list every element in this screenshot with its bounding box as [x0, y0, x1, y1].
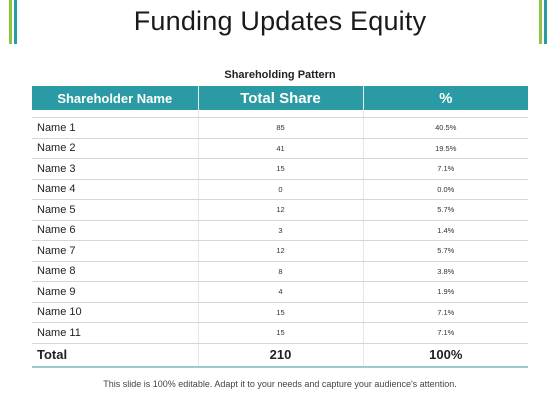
total-share-cell: 8 [198, 261, 364, 282]
percent-cell: 5.7% [363, 240, 528, 262]
shareholder-name-cell: Name 1 [32, 117, 199, 139]
percent-cell: 1.9% [363, 281, 528, 303]
total-share-cell: 41 [198, 138, 364, 159]
shareholder-name-cell: Name 7 [32, 240, 199, 262]
total-share-cell: 0 [198, 179, 364, 200]
percent-cell: 1.4% [363, 220, 528, 241]
percent-cell: 7.1% [363, 322, 528, 344]
shareholder-name-cell: Name 4 [32, 179, 199, 200]
accent-bar-left-green [9, 0, 12, 44]
total-share-value: 210 [198, 343, 364, 368]
percent-cell: 3.8% [363, 261, 528, 282]
table-row: Name 1 85 40.5% [32, 117, 528, 139]
shareholder-name-cell: Name 2 [32, 138, 199, 159]
header-percent: % [363, 86, 528, 110]
percent-cell: 5.7% [363, 199, 528, 221]
shareholder-name-cell: Name 11 [32, 322, 199, 344]
total-percent-value: 100% [363, 343, 528, 368]
table-row: Name 9 4 1.9% [32, 281, 528, 303]
total-share-cell: 3 [198, 220, 364, 241]
accent-bar-left-teal [14, 0, 17, 44]
table-row: Name 3 15 7.1% [32, 158, 528, 180]
shareholder-name-cell: Name 9 [32, 281, 199, 303]
shareholder-name-cell: Name 10 [32, 302, 199, 323]
percent-cell: 7.1% [363, 302, 528, 323]
shareholder-name-cell: Name 8 [32, 261, 199, 282]
slide-title: Funding Updates Equity [133, 6, 427, 36]
slide-footnote: This slide is 100% editable. Adapt it to… [103, 379, 457, 389]
total-share-cell: 15 [198, 302, 364, 323]
total-share-cell: 85 [198, 117, 364, 139]
table-row: Name 2 41 19.5% [32, 138, 528, 159]
header-total-share: Total Share [198, 86, 364, 110]
header-shareholder-name: Shareholder Name [32, 86, 199, 110]
shareholder-name-cell: Name 3 [32, 158, 199, 180]
table-row: Name 8 8 3.8% [32, 261, 528, 282]
total-share-cell: 15 [198, 322, 364, 344]
table-row: Name 11 15 7.1% [32, 322, 528, 344]
total-share-cell: 15 [198, 158, 364, 180]
table-row: Name 5 12 5.7% [32, 199, 528, 221]
percent-cell: 7.1% [363, 158, 528, 180]
table-row: Name 4 0 0.0% [32, 179, 528, 200]
accent-bar-right-green [539, 0, 542, 44]
table-row: Name 10 15 7.1% [32, 302, 528, 323]
table-header-row: Shareholder Name Total Share % [32, 86, 528, 110]
total-share-cell: 12 [198, 199, 364, 221]
table-row: Name 6 3 1.4% [32, 220, 528, 241]
table-caption: Shareholding Pattern [224, 69, 336, 81]
total-label: Total [32, 343, 199, 368]
shareholder-name-cell: Name 6 [32, 220, 199, 241]
accent-bar-right-teal [544, 0, 547, 44]
table-row: Name 7 12 5.7% [32, 240, 528, 262]
total-row: Total 210 100% [32, 343, 528, 368]
percent-cell: 19.5% [363, 138, 528, 159]
table-spacer-row [32, 110, 528, 118]
percent-cell: 40.5% [363, 117, 528, 139]
total-share-cell: 4 [198, 281, 364, 303]
shareholder-name-cell: Name 5 [32, 199, 199, 221]
percent-cell: 0.0% [363, 179, 528, 200]
shareholding-table: Shareholder Name Total Share % Name 1 85 4… [32, 86, 528, 368]
total-share-cell: 12 [198, 240, 364, 262]
